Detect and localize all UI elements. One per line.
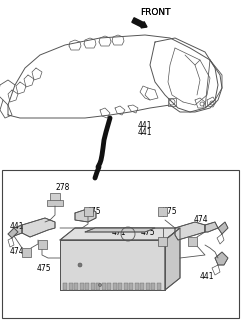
Text: 441: 441 [138,122,153,131]
Bar [22,248,31,257]
Bar [123,283,127,290]
Bar [118,283,122,290]
Bar [96,283,100,290]
Bar [151,283,155,290]
Polygon shape [218,222,228,234]
Circle shape [78,263,82,267]
Bar [140,283,144,290]
Bar [47,200,63,206]
Bar [129,283,133,290]
Text: FRONT: FRONT [140,8,170,17]
Bar [134,283,139,290]
Text: 474: 474 [10,247,25,256]
Bar [158,207,167,216]
Polygon shape [165,228,180,290]
FancyArrow shape [132,18,147,28]
Text: 475: 475 [37,264,52,273]
Polygon shape [22,218,55,237]
Bar [38,240,47,249]
Bar [91,283,94,290]
Polygon shape [60,228,180,240]
Bar [85,283,89,290]
Polygon shape [8,228,18,238]
Bar [80,283,83,290]
Bar [84,207,93,216]
Circle shape [99,284,101,286]
Bar [188,237,197,246]
Text: 475: 475 [141,228,156,237]
Bar [146,283,149,290]
Bar [74,283,78,290]
Bar [2,170,239,318]
Polygon shape [175,222,205,240]
Text: FRONT: FRONT [140,8,170,17]
Text: 475: 475 [87,207,102,216]
Text: 471: 471 [112,228,127,237]
Bar [63,283,67,290]
Polygon shape [215,252,228,265]
Polygon shape [75,208,96,222]
Text: 278: 278 [56,183,70,192]
Text: 441: 441 [138,128,153,137]
Polygon shape [85,228,155,232]
Bar [113,283,116,290]
Bar [107,283,111,290]
Bar [158,237,167,246]
Text: 441: 441 [200,272,214,281]
Text: 475: 475 [163,207,178,216]
Polygon shape [14,225,22,236]
Bar [50,193,60,202]
Text: 441: 441 [10,222,25,231]
Bar [68,283,73,290]
Text: 474: 474 [194,215,209,224]
Polygon shape [205,222,218,232]
Bar [156,283,161,290]
Polygon shape [60,240,165,290]
Bar [101,283,106,290]
